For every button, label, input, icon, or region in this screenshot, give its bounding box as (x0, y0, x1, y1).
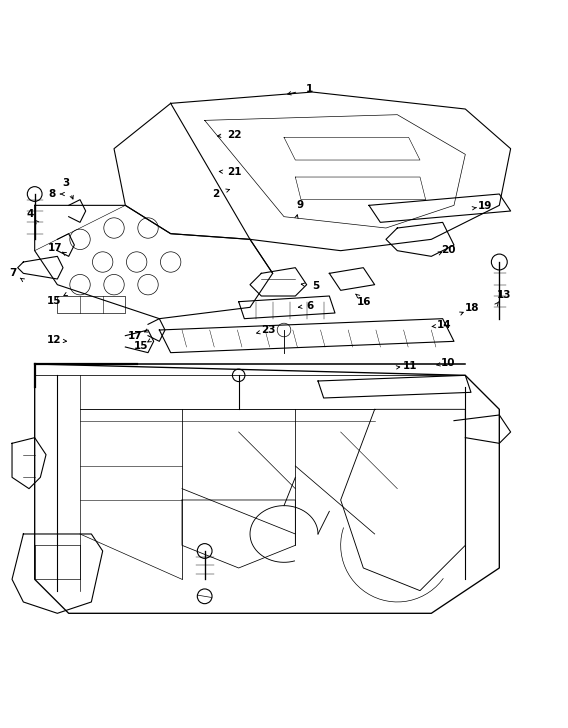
Text: 10: 10 (441, 358, 456, 368)
Text: 1: 1 (306, 84, 313, 94)
Text: 2: 2 (212, 189, 220, 199)
Text: 13: 13 (496, 290, 511, 300)
Text: 20: 20 (441, 245, 456, 255)
Text: 8: 8 (48, 189, 55, 199)
Text: 16: 16 (357, 297, 371, 306)
Text: 14: 14 (436, 320, 451, 331)
Text: 12: 12 (47, 335, 62, 345)
Text: 21: 21 (227, 167, 241, 178)
Text: 19: 19 (477, 202, 492, 211)
Text: 6: 6 (307, 301, 314, 311)
Text: 18: 18 (465, 304, 479, 314)
Text: 17: 17 (48, 243, 62, 253)
Text: 5: 5 (312, 282, 319, 291)
Text: 15: 15 (47, 296, 62, 306)
Text: 9: 9 (296, 200, 303, 210)
Text: 23: 23 (261, 325, 275, 335)
Text: 17: 17 (128, 331, 143, 341)
Text: 3: 3 (63, 178, 70, 188)
Text: 22: 22 (227, 130, 241, 140)
Text: 7: 7 (10, 269, 17, 278)
Text: 15: 15 (134, 341, 148, 351)
Text: 11: 11 (403, 360, 417, 371)
Text: 4: 4 (27, 209, 34, 219)
